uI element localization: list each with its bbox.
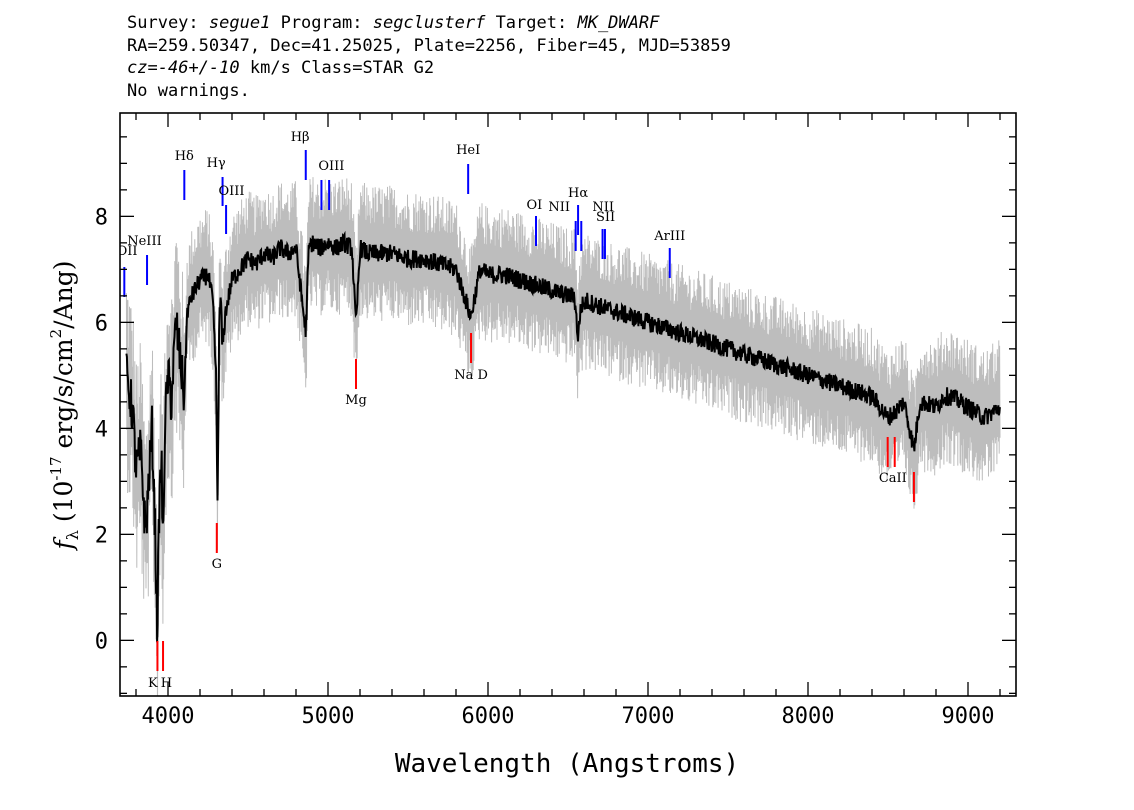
line-label-na-d: Na D	[454, 368, 488, 383]
line-label-hβ: Hβ	[291, 130, 310, 145]
y-axis-units-end: /Ang)	[49, 260, 78, 328]
line-label-sii: SII	[596, 210, 615, 225]
line-label-oiii: OIII	[318, 159, 344, 174]
x-tick-label: 7000	[622, 704, 675, 729]
y-tick-label: 0	[95, 629, 108, 654]
x-axis-label: Wavelength (Angstroms)	[395, 749, 739, 779]
y-tick-label: 2	[95, 523, 108, 548]
line-label-mg: Mg	[345, 393, 367, 408]
header-line-warnings: No warnings.	[127, 80, 250, 101]
line-label-oi: OI	[527, 198, 543, 213]
plot-frame	[119, 112, 1017, 697]
cz-value: -46+/-10	[157, 58, 240, 78]
program-value: segclusterf	[372, 13, 486, 33]
y-tick-label: 8	[95, 205, 108, 230]
flux-line	[125, 230, 1001, 643]
noise-line	[125, 177, 1001, 696]
x-tick-label: 9000	[942, 704, 995, 729]
cz-equals: =	[147, 58, 158, 78]
line-label-hδ: Hδ	[175, 149, 194, 164]
cz-class: km/s Class=STAR G2	[239, 58, 435, 78]
line-label-neiii: NeIII	[127, 234, 161, 249]
cz-label: cz	[127, 58, 148, 78]
y-tick-label: 4	[95, 417, 108, 442]
y-axis-exponent-2: 2	[47, 329, 65, 339]
survey-label: Survey:	[127, 13, 199, 33]
header-line-survey: Survey: segue1 Program: segclusterf Targ…	[127, 12, 731, 35]
target-label: Target:	[495, 13, 568, 33]
spectrum-header: Survey: segue1 Program: segclusterf Targ…	[127, 12, 731, 102]
line-label-ariii: ArIII	[653, 229, 685, 244]
line-label-h: H	[161, 676, 172, 691]
y-axis-symbol: f	[49, 537, 78, 552]
header-line-coordinates: RA=259.50347, Dec=41.25025, Plate=2256, …	[127, 35, 731, 56]
line-label-hα: Hα	[568, 186, 588, 201]
x-tick-label: 5000	[302, 704, 355, 729]
y-axis-units: (10	[49, 481, 78, 531]
x-tick-label: 4000	[142, 704, 195, 729]
header-line-redshift: cz=-46+/-10 km/s Class=STAR G2	[127, 57, 731, 80]
axis-ticks: 4000 5000 6000 7000 8000 9000 0 2 4 6 8	[95, 113, 1016, 729]
y-axis-exponent: -17	[47, 456, 65, 480]
line-label-nii: NII	[548, 200, 570, 215]
flux-series	[125, 230, 1001, 643]
survey-value: segue1	[208, 13, 271, 33]
y-tick-label: 6	[95, 311, 108, 336]
y-axis-label: fλ (10-17 erg/s/cm2/Ang)	[47, 260, 82, 551]
y-axis-subscript: λ	[63, 530, 82, 540]
program-label: Program:	[280, 13, 363, 33]
line-label-g: G	[212, 557, 222, 572]
line-label-oii: OII	[117, 244, 138, 259]
line-label-caii: CaII	[879, 471, 907, 486]
y-axis-units-rest: erg/s/cm	[49, 338, 78, 456]
target-value: MK_DWARF	[577, 13, 660, 33]
line-label-hei: HeI	[456, 143, 480, 158]
noise-series	[125, 177, 1001, 696]
line-label-k: K	[148, 676, 158, 691]
x-tick-label: 8000	[782, 704, 835, 729]
line-label-oiii: OIII	[218, 184, 244, 199]
line-label-nii: NII	[592, 200, 614, 215]
x-tick-label: 6000	[462, 704, 515, 729]
line-label-hγ: Hγ	[207, 156, 226, 171]
